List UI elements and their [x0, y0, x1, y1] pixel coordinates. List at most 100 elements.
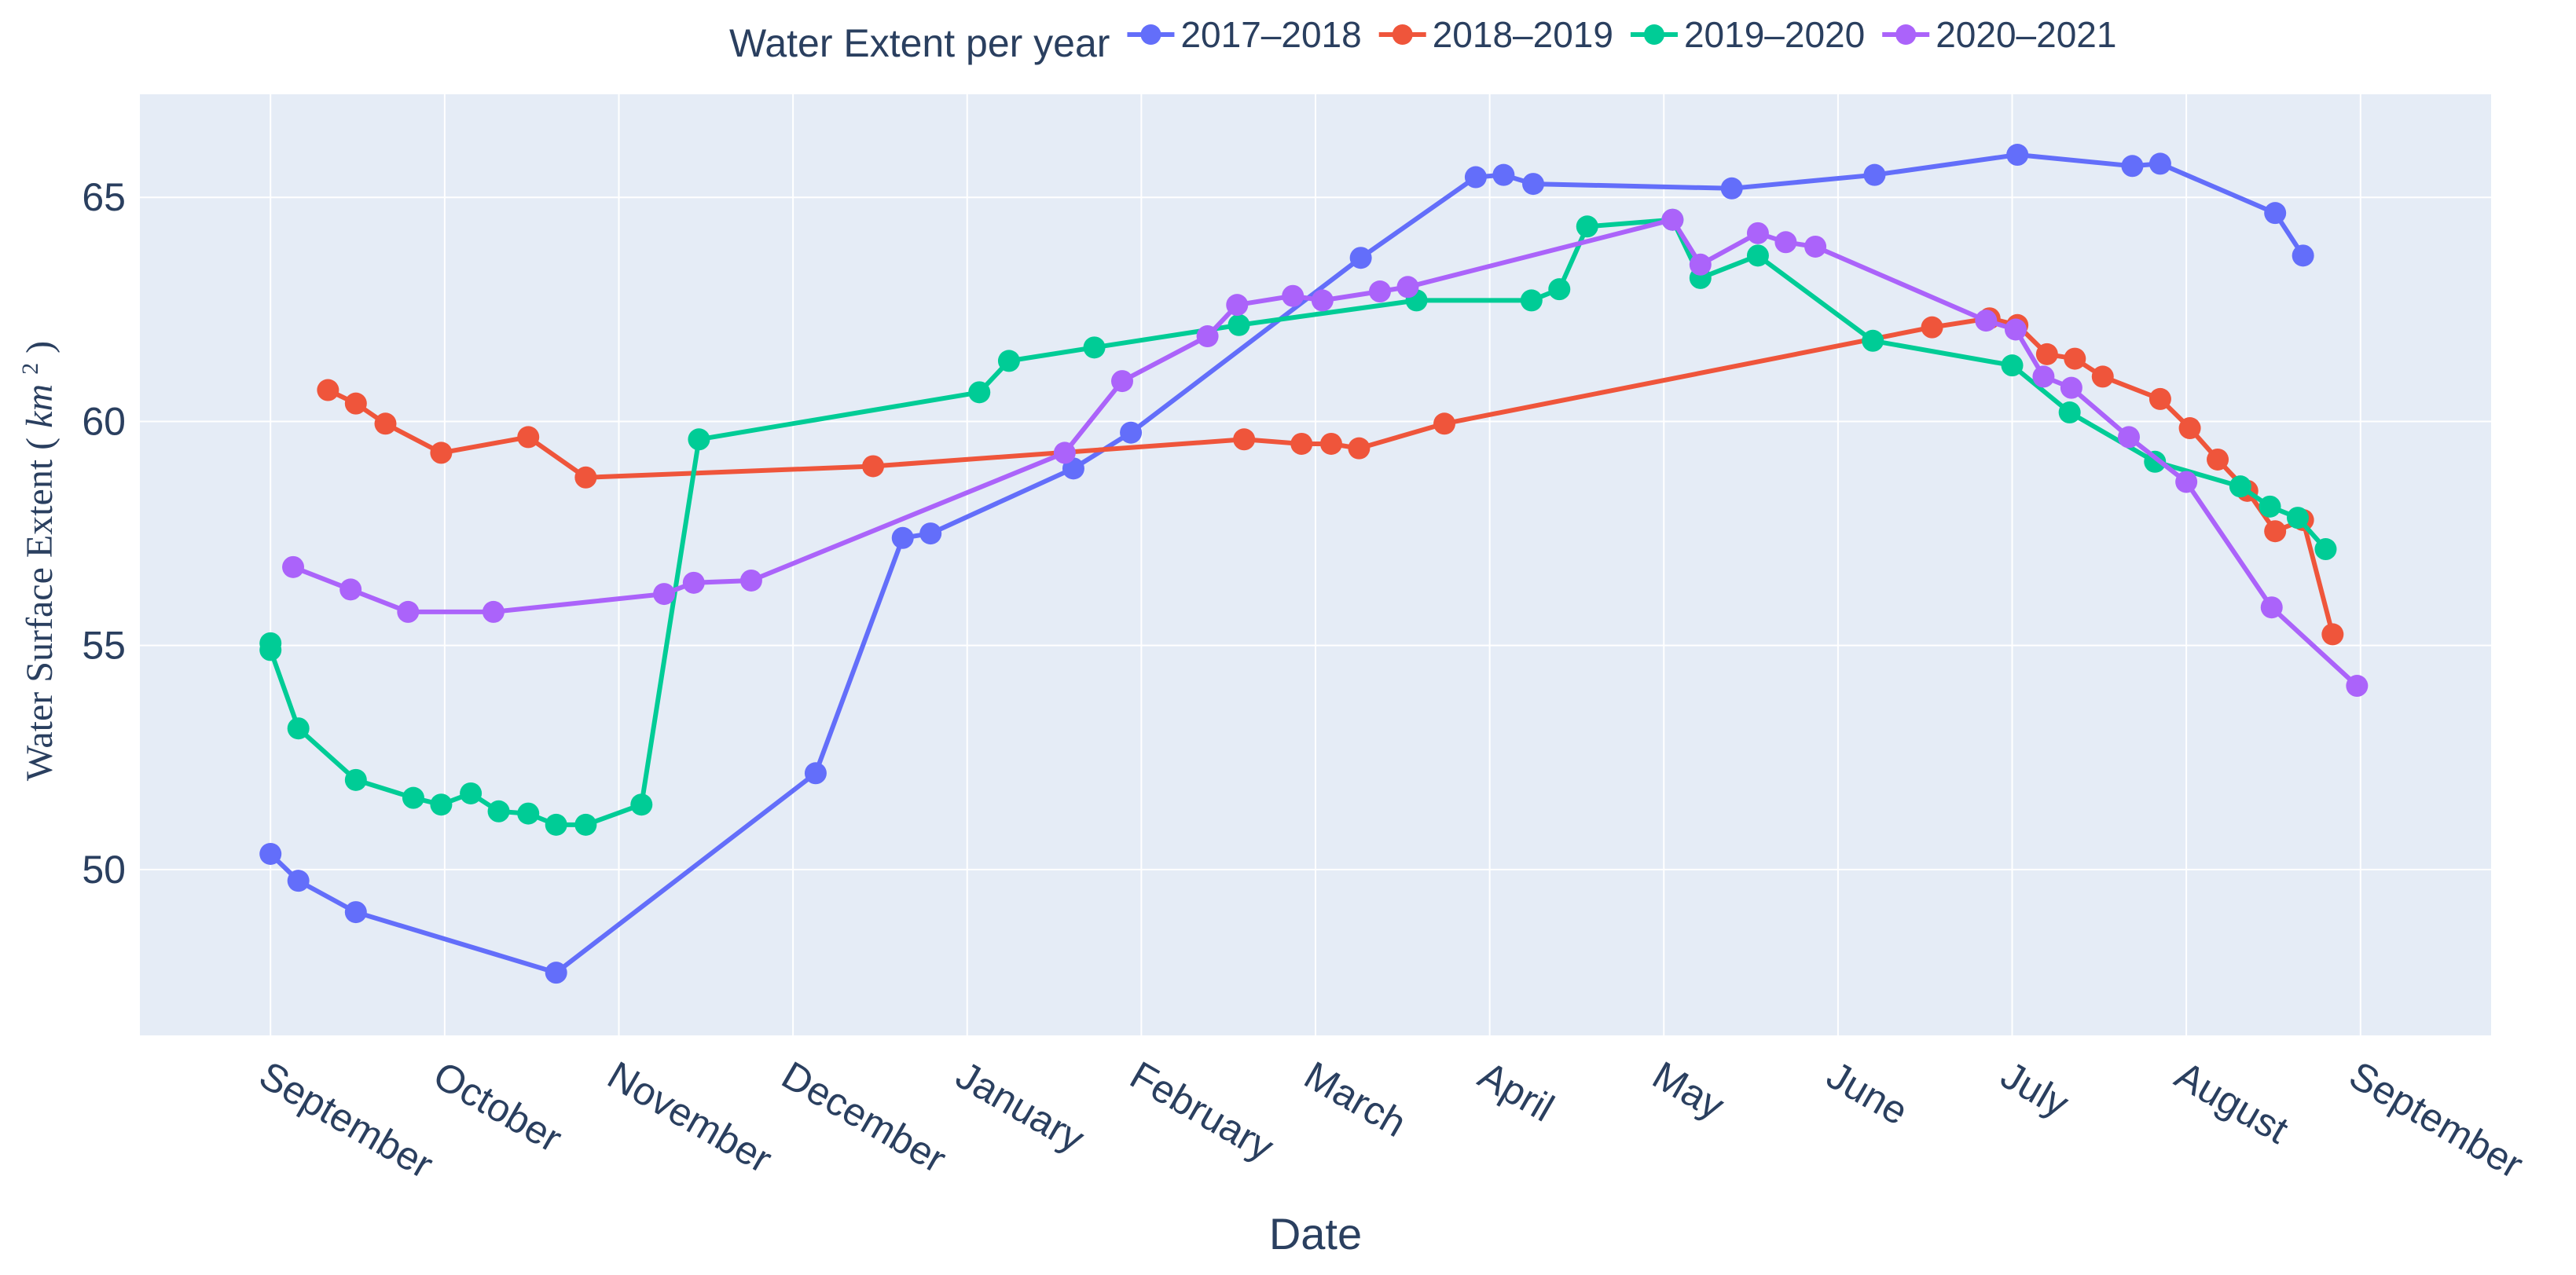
y-axis-title-paren-close: ) [19, 341, 61, 354]
legend-marker [1140, 24, 1161, 45]
series-point [1433, 412, 1456, 435]
series-point [344, 768, 367, 791]
legend-marker [1643, 24, 1664, 45]
series-point [574, 813, 597, 836]
series-point [1804, 235, 1827, 258]
series-layer [259, 144, 2369, 984]
series-point [2346, 675, 2369, 698]
series-point [374, 412, 397, 435]
y-tick-labels: 50 55 60 65 [82, 175, 126, 892]
y-tick-label: 50 [82, 848, 126, 892]
series-point [574, 466, 597, 489]
series-point [1053, 441, 1076, 464]
series-point [1464, 166, 1487, 189]
series-point [2321, 623, 2344, 646]
series-point [402, 786, 424, 809]
y-axis-title-unit: km [19, 384, 61, 428]
series-point [2035, 343, 2058, 365]
series-point [2264, 202, 2287, 225]
series-point [2286, 507, 2309, 529]
series-point [1110, 370, 1133, 393]
legend-item: 2018–2019 [1378, 14, 1613, 55]
legend-item: 2019–2020 [1630, 14, 1865, 55]
legend-label: 2020–2021 [1936, 14, 2116, 55]
series-point [739, 569, 762, 592]
series-point [862, 455, 885, 478]
series-point [259, 842, 282, 865]
series-point [487, 800, 510, 823]
series-point [1522, 173, 1545, 196]
legend-label: 2019–2020 [1684, 14, 1865, 55]
series-point [282, 555, 305, 578]
series-point [891, 526, 914, 549]
series-point [2004, 318, 2027, 341]
series-line [268, 152, 2306, 976]
series-point [545, 962, 567, 984]
series-point [397, 600, 420, 623]
series-point [1120, 421, 1143, 444]
legend-marker [1895, 24, 1917, 45]
series-point [2149, 387, 2171, 410]
series-point [1227, 313, 1250, 336]
y-tick-label: 65 [82, 175, 126, 219]
series-point [2144, 450, 2167, 473]
series-point [2118, 426, 2141, 449]
series-point [2229, 475, 2251, 498]
series-3 [259, 208, 2337, 836]
series-point [1689, 253, 1712, 276]
series-point [517, 802, 540, 825]
series-point [2175, 471, 2198, 493]
series-point [2259, 495, 2281, 518]
series-point [1396, 276, 1419, 299]
x-axis-title: Date [1269, 1209, 1362, 1259]
series-point [1862, 329, 1884, 352]
series-point [1369, 280, 1392, 303]
y-gridlines [140, 196, 2491, 870]
series-point [317, 379, 339, 401]
legend-item: 2020–2021 [1882, 14, 2116, 55]
series-point [482, 600, 505, 623]
series-point [259, 639, 282, 661]
series-point [2178, 417, 2201, 440]
series-point [2058, 401, 2081, 424]
series-point [2006, 144, 2029, 167]
series-point [2264, 520, 2287, 543]
series-point [1290, 432, 1313, 455]
series-point [2001, 354, 2024, 377]
series-point [2207, 448, 2229, 471]
series-point [517, 426, 540, 449]
series-point [1548, 278, 1571, 301]
y-tick-label: 60 [82, 399, 126, 443]
series-point [1348, 437, 1371, 460]
y-axis-title: Water Surface Extent ( km 2 ) [5, 341, 61, 781]
series-point [688, 428, 710, 451]
series-point [545, 813, 567, 836]
legend-item: 2017–2018 [1127, 14, 1362, 55]
series-point [968, 381, 991, 404]
series-point [1196, 325, 1219, 348]
series-4 [282, 208, 2369, 698]
series-point [344, 392, 367, 415]
series-point [1921, 316, 1943, 339]
y-axis-title-unit-exponent: 2 [17, 363, 43, 375]
series-point [1492, 163, 1515, 186]
series-point [430, 441, 453, 464]
series-point [630, 793, 653, 816]
series-point [2064, 347, 2086, 370]
series-point [2292, 244, 2314, 267]
series-point [1746, 244, 1769, 267]
series-point [1083, 336, 1106, 359]
series-point [1282, 284, 1305, 307]
series-point [2260, 596, 2283, 619]
y-tick-label: 55 [82, 624, 126, 668]
series-point [1975, 310, 1998, 332]
series-point [804, 762, 827, 785]
series-1 [259, 144, 2314, 984]
legend-marker [1392, 24, 1413, 45]
series-point [2091, 365, 2114, 388]
series-point [997, 350, 1020, 372]
series-point [2149, 152, 2171, 175]
series-point [1520, 289, 1543, 312]
series-point [2060, 376, 2082, 399]
